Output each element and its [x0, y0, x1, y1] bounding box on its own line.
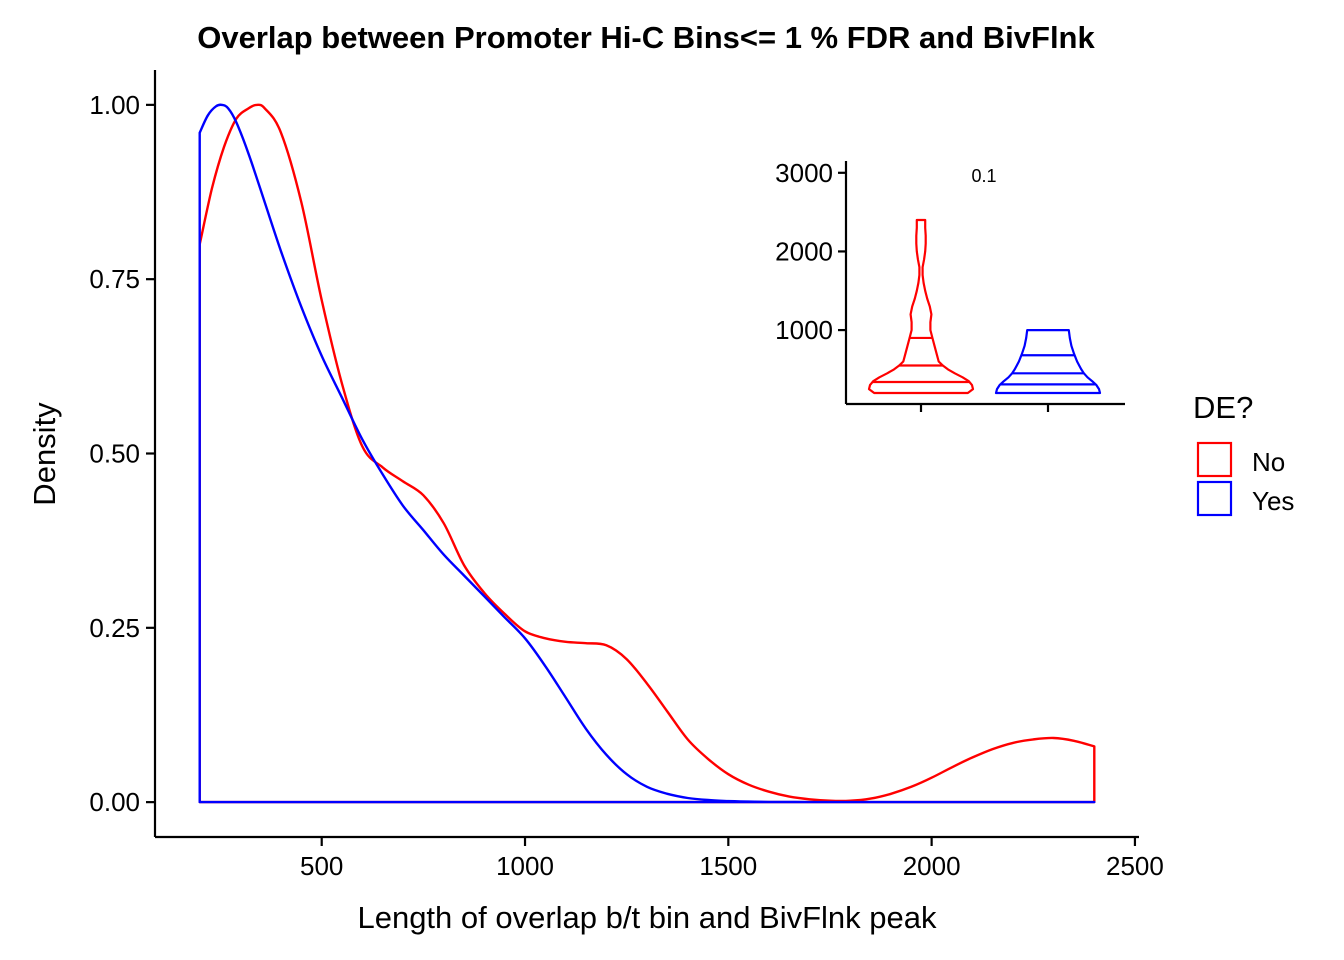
density-curve-no — [198, 103, 1096, 804]
legend-label-no: No — [1252, 447, 1285, 477]
inset-violin-plot: 1000 2000 3000 0.1 — [775, 158, 1125, 412]
x-tick-label: 2500 — [1106, 851, 1164, 881]
legend-title: DE? — [1193, 390, 1253, 425]
chart-title: Overlap between Promoter Hi-C Bins<= 1 %… — [197, 20, 1095, 55]
inset-ticks: 1000 2000 3000 — [775, 158, 1050, 412]
legend: DE? No Yes — [1193, 390, 1294, 517]
density-curve-yes — [198, 103, 1096, 804]
violin-yes — [994, 329, 1102, 395]
x-tick-label: 1000 — [496, 851, 554, 881]
y-tick-label: 0.25 — [89, 613, 140, 643]
x-tick-label: 500 — [300, 851, 343, 881]
legend-key-yes — [1196, 480, 1233, 517]
main-x-ticks: 500 1000 1500 2000 2500 — [300, 837, 1164, 881]
legend-label-yes: Yes — [1252, 486, 1294, 516]
y-tick-label: 0.00 — [89, 787, 140, 817]
inset-y-tick-label: 1000 — [775, 315, 833, 345]
y-tick-label: 0.75 — [89, 264, 140, 294]
inset-p-value-annotation: 0.1 — [971, 166, 996, 186]
inset-y-tick-label: 3000 — [775, 158, 833, 188]
x-axis-label: Length of overlap b/t bin and BivFlnk pe… — [357, 900, 937, 935]
violin-no — [867, 218, 975, 395]
main-y-ticks: 0.00 0.25 0.50 0.75 1.00 — [89, 90, 155, 817]
x-tick-label: 1500 — [699, 851, 757, 881]
x-tick-label: 2000 — [903, 851, 961, 881]
y-axis-label: Density — [27, 402, 62, 506]
main-plot: 500 1000 1500 2000 2500 0.00 0.25 0.50 0.75 1.00 — [89, 70, 1164, 881]
density-series-group — [198, 103, 1096, 804]
violin-group — [867, 218, 1102, 395]
legend-key-no — [1196, 441, 1233, 478]
y-tick-label: 1.00 — [89, 90, 140, 120]
inset-y-tick-label: 2000 — [775, 236, 833, 266]
y-tick-label: 0.50 — [89, 439, 140, 469]
